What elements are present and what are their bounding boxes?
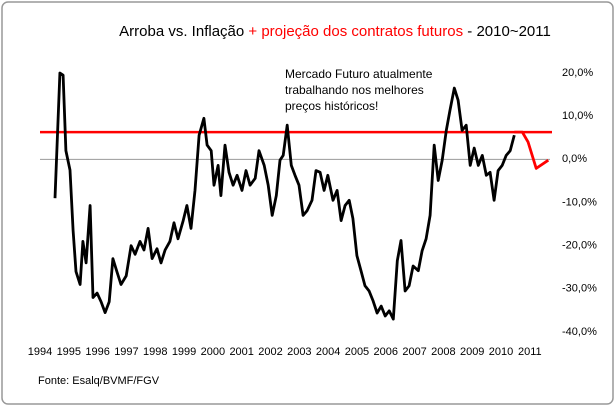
x-tick-label: 1996 bbox=[85, 346, 109, 358]
annotation: preços históricos! bbox=[285, 99, 378, 113]
title-highlight: + projeção dos contratos futuros bbox=[248, 23, 463, 40]
x-tick-label: 2002 bbox=[258, 346, 282, 358]
y-tick-label: -30,0% bbox=[562, 283, 597, 295]
x-tick-label: 2006 bbox=[374, 346, 398, 358]
x-tick-label: 2005 bbox=[345, 346, 369, 358]
series-line bbox=[53, 71, 516, 321]
x-tick-label: 2007 bbox=[402, 346, 426, 358]
series-line bbox=[514, 130, 550, 170]
y-tick-label: -10,0% bbox=[562, 196, 597, 208]
y-tick-label: 0,0% bbox=[562, 153, 587, 165]
y-tick-label: 10,0% bbox=[562, 110, 593, 122]
x-tick-label: 1994 bbox=[28, 346, 52, 358]
x-tick-label: 2008 bbox=[431, 346, 455, 358]
x-tick-label: 1997 bbox=[114, 346, 138, 358]
title-main: Arroba vs. Inflação bbox=[119, 23, 244, 40]
y-tick-label: -20,0% bbox=[562, 240, 597, 252]
x-tick-label: 1999 bbox=[172, 346, 196, 358]
chart-title: Arroba vs. Inflação + projeção dos contr… bbox=[119, 23, 551, 40]
y-tick-label: -40,0% bbox=[562, 326, 597, 338]
x-tick-label: 2001 bbox=[229, 346, 253, 358]
x-tick-label: 2011 bbox=[518, 346, 542, 358]
x-tick-label: 2009 bbox=[460, 346, 484, 358]
x-tick-label: 2010 bbox=[489, 346, 513, 358]
x-tick-label: 1995 bbox=[57, 346, 81, 358]
x-tick-label: 1998 bbox=[143, 346, 167, 358]
source: Fonte: Esalq/BVMF/FGV bbox=[38, 375, 160, 387]
x-tick-label: 2000 bbox=[201, 346, 225, 358]
x-tick-label: 2004 bbox=[316, 346, 340, 358]
x-tick-label: 2003 bbox=[287, 346, 311, 358]
annotation: trabalhando nos melhores bbox=[285, 83, 424, 97]
y-tick-label: 20,0% bbox=[562, 67, 593, 79]
annotation: Mercado Futuro atualmente bbox=[285, 67, 433, 81]
title-suffix: - 2010~2011 bbox=[467, 23, 551, 40]
